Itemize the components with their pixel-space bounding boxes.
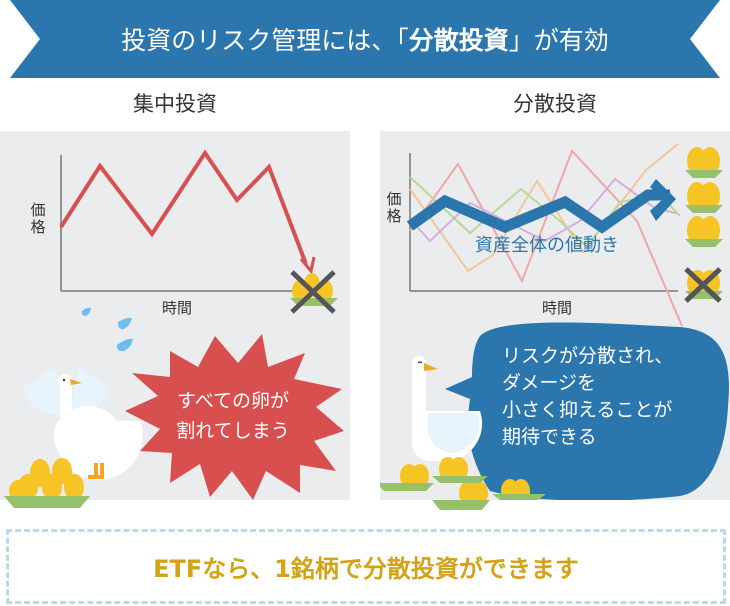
sweat-drops-icon <box>81 307 133 352</box>
header-banner: 投資のリスク管理には、「 分散投資 」が有効 <box>0 0 730 80</box>
ribbon-shape <box>10 0 720 78</box>
alert-burst-shape <box>125 334 344 500</box>
goose-calm-icon <box>412 356 483 471</box>
burst-line-1: すべての卵が <box>177 390 289 412</box>
left-egg-basket-base <box>4 496 90 508</box>
bubble-line-4: 期待できる <box>502 426 597 448</box>
diversified-chart <box>380 143 729 500</box>
total-asset-movement-label: 資産全体の値動き <box>475 235 619 256</box>
concentrated-investment-panel: 価格 時間 すべての卵が 割れてしまう <box>0 131 350 500</box>
egg-pile-icon <box>9 458 84 500</box>
banner-text-after: 」が有効 <box>508 26 609 55</box>
concentrated-chart <box>9 149 344 500</box>
bubble-line-1: リスクが分散され、 <box>502 345 674 367</box>
banner-title: 投資のリスク管理には、「 分散投資 」が有効 <box>0 0 730 78</box>
goose-alarmed-icon <box>22 367 143 480</box>
left-y-axis-label: 価格 <box>30 201 46 236</box>
right-y-axis-label: 価格 <box>386 190 402 225</box>
egg-basket-2-icon <box>685 182 723 213</box>
right-column-title: 分散投資 <box>513 92 597 116</box>
bubble-line-2: ダメージを <box>502 372 597 394</box>
banner-text-bold: 分散投資 <box>408 26 509 55</box>
burst-callout-text: すべての卵が 割れてしまう <box>148 386 318 446</box>
right-x-axis-label: 時間 <box>542 299 573 317</box>
egg-basket-1-icon <box>685 147 723 178</box>
left-column-title: 集中投資 <box>133 92 217 116</box>
speech-bubble-text: リスクが分散され、 ダメージを 小さく抑えることが 期待できる <box>502 343 673 451</box>
burst-line-2: 割れてしまう <box>176 420 290 442</box>
bubble-line-3: 小さく抑えることが <box>502 399 673 421</box>
banner-text-before: 投資のリスク管理には、「 <box>121 26 409 55</box>
broken-egg-basket-icon <box>684 267 723 303</box>
egg-basket-3-icon <box>685 216 723 247</box>
diversified-investment-panel: 価格 時間 資産全体の値動き リスクが分散され、 ダメージを 小さく抑えることが… <box>380 131 730 500</box>
broken-egg-basket-icon <box>290 270 338 314</box>
speech-bubble-shape <box>445 322 729 500</box>
etf-callout-box: ETFなら、1銘柄で分散投資ができます <box>6 529 726 604</box>
left-x-axis-label: 時間 <box>162 299 193 317</box>
right-egg-basket-base <box>432 500 490 510</box>
